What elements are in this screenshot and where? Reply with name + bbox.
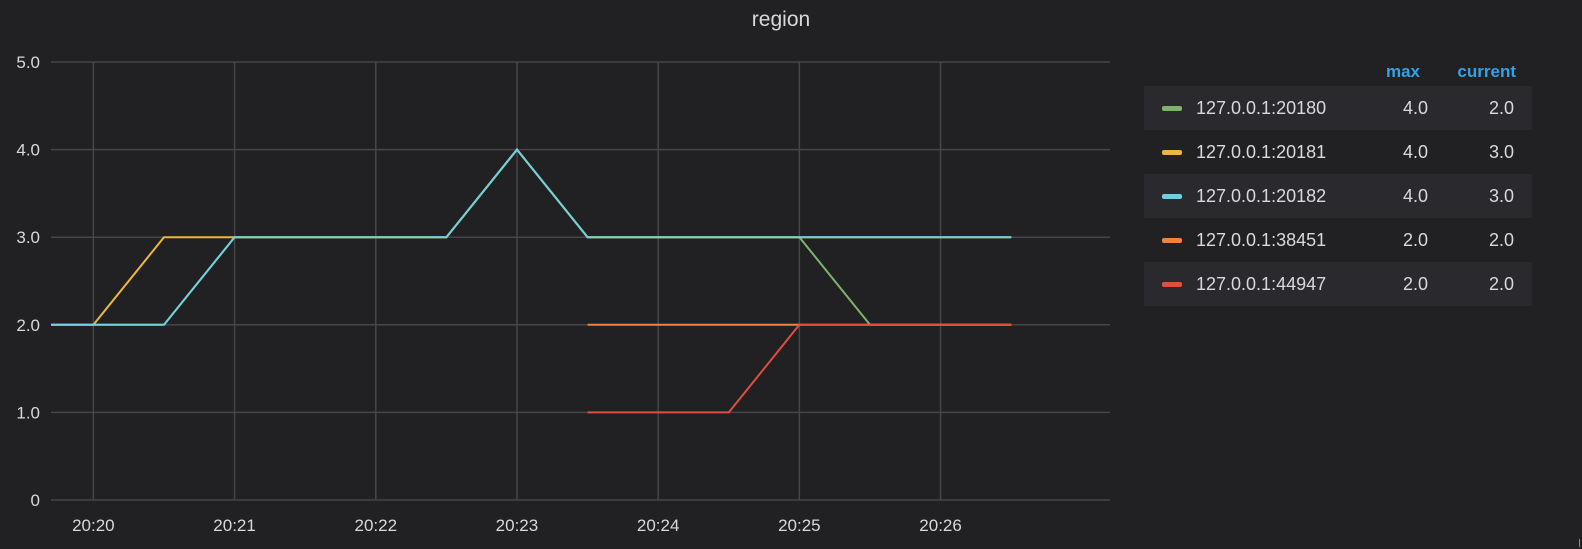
line-chart: 01.02.03.04.05.0 20:20 20:21 20:22 20:23 20:…	[16, 53, 1110, 535]
chart-grid	[51, 61, 1110, 501]
legend-series-name[interactable]: 127.0.0.1:38451	[1196, 229, 1327, 250]
legend-item[interactable]: 127.0.0.1:44947 2.0 2.0	[1144, 262, 1532, 306]
legend-series-name[interactable]: 127.0.0.1:20182	[1196, 185, 1327, 206]
legend-series-max: 4.0	[1402, 185, 1428, 206]
chart-series	[51, 148, 1012, 414]
legend-series-max: 2.0	[1402, 229, 1428, 250]
legend-series-max: 4.0	[1402, 97, 1428, 118]
x-tick-label: 20:26	[919, 516, 962, 535]
panel-title[interactable]: region	[751, 8, 811, 31]
x-tick-label: 20:23	[496, 516, 539, 535]
y-tick-label: 0	[31, 491, 40, 510]
y-tick-label: 4.0	[16, 141, 40, 160]
legend-header-current[interactable]: current	[1457, 62, 1516, 81]
series-color-swatch[interactable]	[1162, 105, 1182, 111]
legend-series-current: 2.0	[1488, 229, 1514, 250]
resize-handle[interactable]	[1579, 539, 1580, 547]
series-color-swatch[interactable]	[1162, 149, 1182, 155]
legend-series-current: 3.0	[1488, 185, 1514, 206]
series-line	[587, 323, 1012, 414]
x-axis-ticks: 20:20 20:21 20:22 20:23 20:24 20:25 20:26	[72, 516, 962, 535]
x-tick-label: 20:25	[778, 516, 821, 535]
y-tick-label: 5.0	[16, 53, 40, 72]
legend-series-current: 2.0	[1488, 273, 1514, 294]
series-color-swatch[interactable]	[1162, 237, 1182, 243]
legend-item[interactable]: 127.0.0.1:20180 4.0 2.0	[1144, 86, 1532, 130]
series-color-swatch[interactable]	[1162, 193, 1182, 199]
y-tick-label: 1.0	[16, 403, 40, 422]
legend-series-name[interactable]: 127.0.0.1:44947	[1196, 273, 1327, 294]
legend-series-name[interactable]: 127.0.0.1:20181	[1196, 141, 1327, 162]
legend-series-max: 2.0	[1402, 273, 1428, 294]
legend: max current 127.0.0.1:20180 4.0 2.0 127.…	[1144, 58, 1532, 306]
legend-header: max current	[1144, 58, 1532, 86]
y-axis-ticks: 0 1.0 2.0 3.0 4.0 5.0	[16, 53, 40, 510]
legend-item[interactable]: 127.0.0.1:38451 2.0 2.0	[1144, 218, 1532, 262]
legend-series-current: 2.0	[1488, 97, 1514, 118]
legend-item[interactable]: 127.0.0.1:20181 4.0 3.0	[1144, 130, 1532, 174]
y-tick-label: 2.0	[16, 316, 40, 335]
series-line	[51, 148, 1012, 326]
legend-item[interactable]: 127.0.0.1:20182 4.0 3.0	[1144, 174, 1532, 218]
legend-series-max: 4.0	[1402, 141, 1428, 162]
x-tick-label: 20:21	[213, 516, 256, 535]
x-tick-label: 20:22	[354, 516, 397, 535]
legend-series-name[interactable]: 127.0.0.1:20180	[1196, 97, 1327, 118]
series-color-swatch[interactable]	[1162, 281, 1182, 287]
x-tick-label: 20:24	[637, 516, 680, 535]
x-tick-label: 20:20	[72, 516, 115, 535]
legend-series-current: 3.0	[1488, 141, 1514, 162]
y-tick-label: 3.0	[16, 228, 40, 247]
legend-header-max[interactable]: max	[1385, 62, 1420, 81]
